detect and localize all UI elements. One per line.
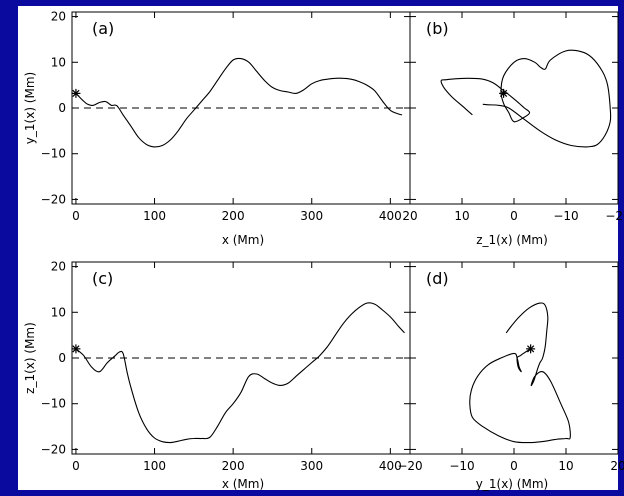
y-tick-label: 0	[58, 101, 66, 115]
x-tick-label: 20	[610, 459, 624, 473]
x-tick-label: −20	[605, 209, 624, 223]
panel-d-curve	[469, 302, 571, 444]
panel-d-start-marker	[526, 344, 536, 354]
x-tick-label: 300	[300, 459, 323, 473]
start-marker-stroke	[72, 89, 80, 97]
panel-c-ticks: 0 100 200 300 400 −20 −10 0 10 20	[41, 260, 410, 473]
x-tick-label: 100	[143, 459, 166, 473]
x-tick-label: 10	[558, 459, 573, 473]
plot-background	[18, 6, 618, 490]
panel-b-xlabel: z_1(x) (Mm)	[476, 233, 548, 247]
x-tick-label: 300	[300, 209, 323, 223]
y-tick-label: −10	[41, 147, 66, 161]
y-tick-label: 0	[58, 351, 66, 365]
panel-a-label: (a)	[92, 19, 114, 38]
y-tick-label: −20	[41, 192, 66, 206]
x-tick-label: 0	[72, 209, 80, 223]
start-marker-stroke	[72, 345, 80, 353]
panel-d-xlabel: y_1(x) (Mm)	[476, 477, 548, 491]
panel-d-ticks: −20 −10 0 10 20	[397, 262, 624, 473]
y-tick-label: −10	[41, 397, 66, 411]
x-tick-label: 0	[72, 459, 80, 473]
panel-c-ylabel: z_1(x) (Mm)	[23, 322, 37, 394]
y-tick-label: 10	[51, 55, 66, 69]
x-tick-label: 0	[510, 459, 518, 473]
panel-a-ylabel: y_1(x) (Mm)	[23, 72, 37, 144]
panel-c-start-marker	[71, 344, 81, 354]
panel-c-curve	[75, 302, 405, 444]
start-marker-stroke	[527, 345, 535, 353]
x-tick-label: 200	[222, 209, 245, 223]
y-tick-label: 10	[51, 305, 66, 319]
start-marker-stroke	[499, 89, 508, 97]
panel-a-curve	[75, 57, 403, 148]
x-tick-label: 100	[143, 209, 166, 223]
panel-a-start-marker	[71, 88, 81, 98]
x-tick-label: 400	[379, 209, 402, 223]
y-tick-label: −20	[41, 442, 66, 456]
panel-c-label: (c)	[92, 269, 113, 288]
panel-c-xlabel: x (Mm)	[222, 477, 264, 491]
x-tick-label: 400	[379, 459, 402, 473]
x-tick-label: 10	[454, 209, 469, 223]
panel-d: −20 −10 0 10 20 (d) y_1(x) (Mm)	[397, 261, 624, 491]
x-tick-label: 20	[402, 209, 417, 223]
x-tick-label: −10	[449, 459, 474, 473]
panel-b-ticks: 20 10 0 −10 −20	[402, 12, 624, 223]
panel-a-ticks: 0 100 200 300 400 −20 −10 0 10 20	[41, 10, 410, 223]
y-tick-label: 20	[51, 10, 66, 24]
panel-b-start-marker	[499, 88, 509, 98]
panel-d-label: (d)	[426, 269, 449, 288]
panel-b-curve	[440, 49, 612, 148]
panel-b: 20 10 0 −10 −20 (b) z_1(x) (Mm)	[402, 11, 624, 247]
panel-c: 0 100 200 300 400 −20 −10 0 10 20 (c) x (Mm) z_1(…	[23, 260, 411, 491]
panel-a: 0 100 200 300 400 −20 −10 0 10 20 (a) x (Mm) y_1(…	[23, 10, 411, 247]
x-tick-label: 200	[222, 459, 245, 473]
y-tick-label: 20	[51, 260, 66, 274]
panel-a-xlabel: x (Mm)	[222, 233, 264, 247]
x-tick-label: 0	[510, 209, 518, 223]
x-tick-label: −10	[553, 209, 578, 223]
x-tick-label: −20	[397, 459, 422, 473]
panel-b-label: (b)	[426, 19, 449, 38]
